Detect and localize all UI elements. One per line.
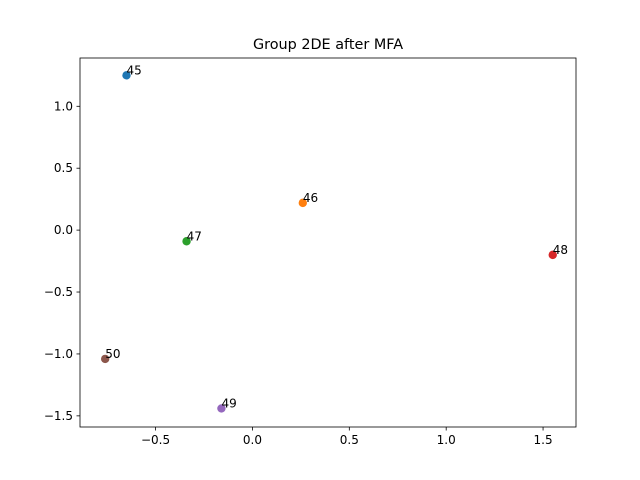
x-tick-label: 0.5: [340, 433, 359, 447]
point-label-49: 49: [221, 396, 236, 410]
y-tick-label: 0.5: [54, 161, 73, 175]
scatter-point-49: [217, 404, 226, 413]
scatter-point-47: [182, 237, 191, 246]
point-label-45: 45: [127, 63, 142, 77]
x-tick-label: 0.0: [243, 433, 262, 447]
y-tick-label: −1.5: [44, 409, 73, 423]
y-tick-label: 0.0: [54, 223, 73, 237]
point-label-46: 46: [303, 191, 318, 205]
point-label-50: 50: [105, 347, 120, 361]
y-tick-label: 1.0: [54, 99, 73, 113]
scatter-point-48: [548, 250, 557, 260]
y-tick-label: −0.5: [44, 285, 73, 299]
scatter-point-46: [298, 198, 308, 208]
y-tick-label: −1.0: [44, 347, 73, 361]
point-label-47: 47: [187, 229, 202, 243]
x-tick-label: 1.0: [437, 433, 456, 447]
x-tick-label: 1.5: [534, 433, 553, 447]
y-axis: −1.5 −1.0 −0.5 0.0 0.5 1.0: [44, 99, 80, 423]
scatter-point-50: [100, 354, 110, 364]
data-points: 45 46 47 48 49 50: [100, 63, 568, 413]
chart-title: Group 2DE after MFA: [253, 37, 403, 53]
x-tick-label: −0.5: [141, 433, 170, 447]
plot-frame: [79, 57, 577, 428]
scatter-point-45: [122, 71, 131, 80]
point-label-48: 48: [553, 243, 568, 257]
x-axis: −0.5 0.0 0.5 1.0 1.5: [141, 427, 553, 447]
